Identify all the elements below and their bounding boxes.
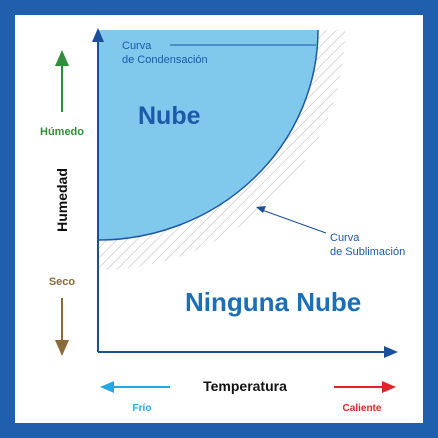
cloud-zone [98,30,318,240]
sublimation-label: Curva [330,232,360,244]
humid-label: Húmedo [40,126,84,138]
cloud-label: Nube [138,102,201,130]
condensation-label: Curva [122,40,152,52]
cold-arrowhead [100,381,114,393]
y-axis-arrow [92,28,104,42]
x-axis-arrow [384,346,398,358]
humid-arrowhead [55,50,69,66]
sublimation-label: de Sublimación [330,246,405,258]
hot-arrowhead [382,381,396,393]
sublimation-pointer [261,209,327,234]
hot-label: Caliente [343,403,382,414]
condensation-curve [98,30,319,241]
temperature-label: Temperatura [203,378,287,394]
no-cloud-label: Ninguna Nube [185,287,361,317]
dry-label: Seco [49,276,76,288]
humidity-label: Humedad [54,168,70,232]
cold-label: Frío [133,403,152,414]
condensation-label: de Condensación [122,54,208,66]
sublimation-arrow [256,206,266,213]
dry-arrowhead [55,340,69,356]
